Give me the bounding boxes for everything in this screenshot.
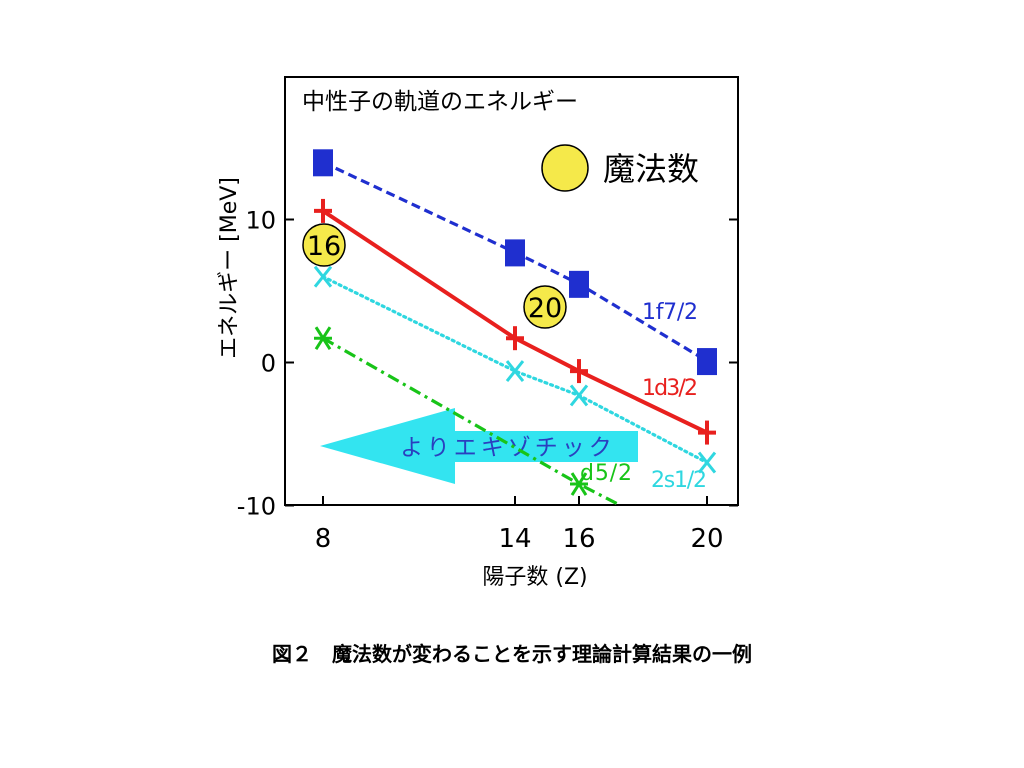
- magic-number-label: 20: [528, 293, 562, 324]
- data-point-2s1-2: [697, 451, 717, 474]
- series-label-1f7-2: 1f7/2: [642, 300, 698, 325]
- magic-number-label: 16: [307, 231, 341, 262]
- x-tick-label: 16: [562, 524, 595, 554]
- data-point-1f7-2: [505, 239, 525, 267]
- series-line-1d3-2: [321, 209, 708, 435]
- y-tick-label: 0: [261, 350, 276, 378]
- data-point-1d3-2: [506, 326, 524, 351]
- legend-marker: [541, 144, 589, 192]
- magic-number-marker: 16: [302, 223, 346, 267]
- x-axis-label: 陽子数 (Z): [482, 565, 587, 590]
- y-tick-label: -10: [237, 493, 276, 521]
- data-point-1d5-2: [570, 472, 588, 496]
- series-line-2s1-2: [321, 275, 709, 465]
- data-point-1f7-2: [313, 149, 333, 177]
- y-tick-label: 10: [245, 207, 276, 235]
- exotic-arrow-shape: [320, 408, 638, 484]
- data-point-1d5-2: [314, 326, 332, 350]
- legend-label: 魔法数: [603, 150, 699, 188]
- data-point-1f7-2: [569, 270, 589, 298]
- series-group: よりエキゾチック 1f7/2 1d3/2 2s1/2 d5/2: [313, 149, 717, 505]
- data-point-1d3-2: [698, 420, 716, 445]
- chart-title: 中性子の軌道のエネルギー: [302, 89, 578, 115]
- plot-frame: [284, 76, 739, 506]
- data-point-2s1-2: [313, 265, 333, 288]
- magic-number-marker: 20: [523, 285, 567, 329]
- data-point-2s1-2: [505, 360, 525, 383]
- data-point-1d3-2: [570, 359, 588, 384]
- legend: 魔法数: [541, 144, 699, 192]
- figure-caption: 図２ 魔法数が変わることを示す理論計算結果の一例: [272, 642, 752, 666]
- exotic-arrow: よりエキゾチック: [320, 408, 638, 484]
- y-axis-label: エネルギー [MeV]: [217, 177, 242, 359]
- data-point-1d3-2: [314, 198, 332, 223]
- series-label-2s1-2: 2s1/2: [651, 468, 707, 493]
- series-line-1f7-2: [322, 160, 708, 363]
- x-tick-label: 8: [315, 524, 332, 554]
- data-point-1f7-2: [697, 348, 717, 376]
- series-label-1d3-2: 1d3/2: [642, 376, 698, 401]
- series-label-1d5-2: d5/2: [580, 461, 632, 486]
- x-tick-label: 20: [690, 524, 723, 554]
- exotic-arrow-label: よりエキゾチック: [400, 435, 616, 461]
- data-point-2s1-2: [569, 384, 589, 407]
- x-tick-label: 14: [498, 524, 531, 554]
